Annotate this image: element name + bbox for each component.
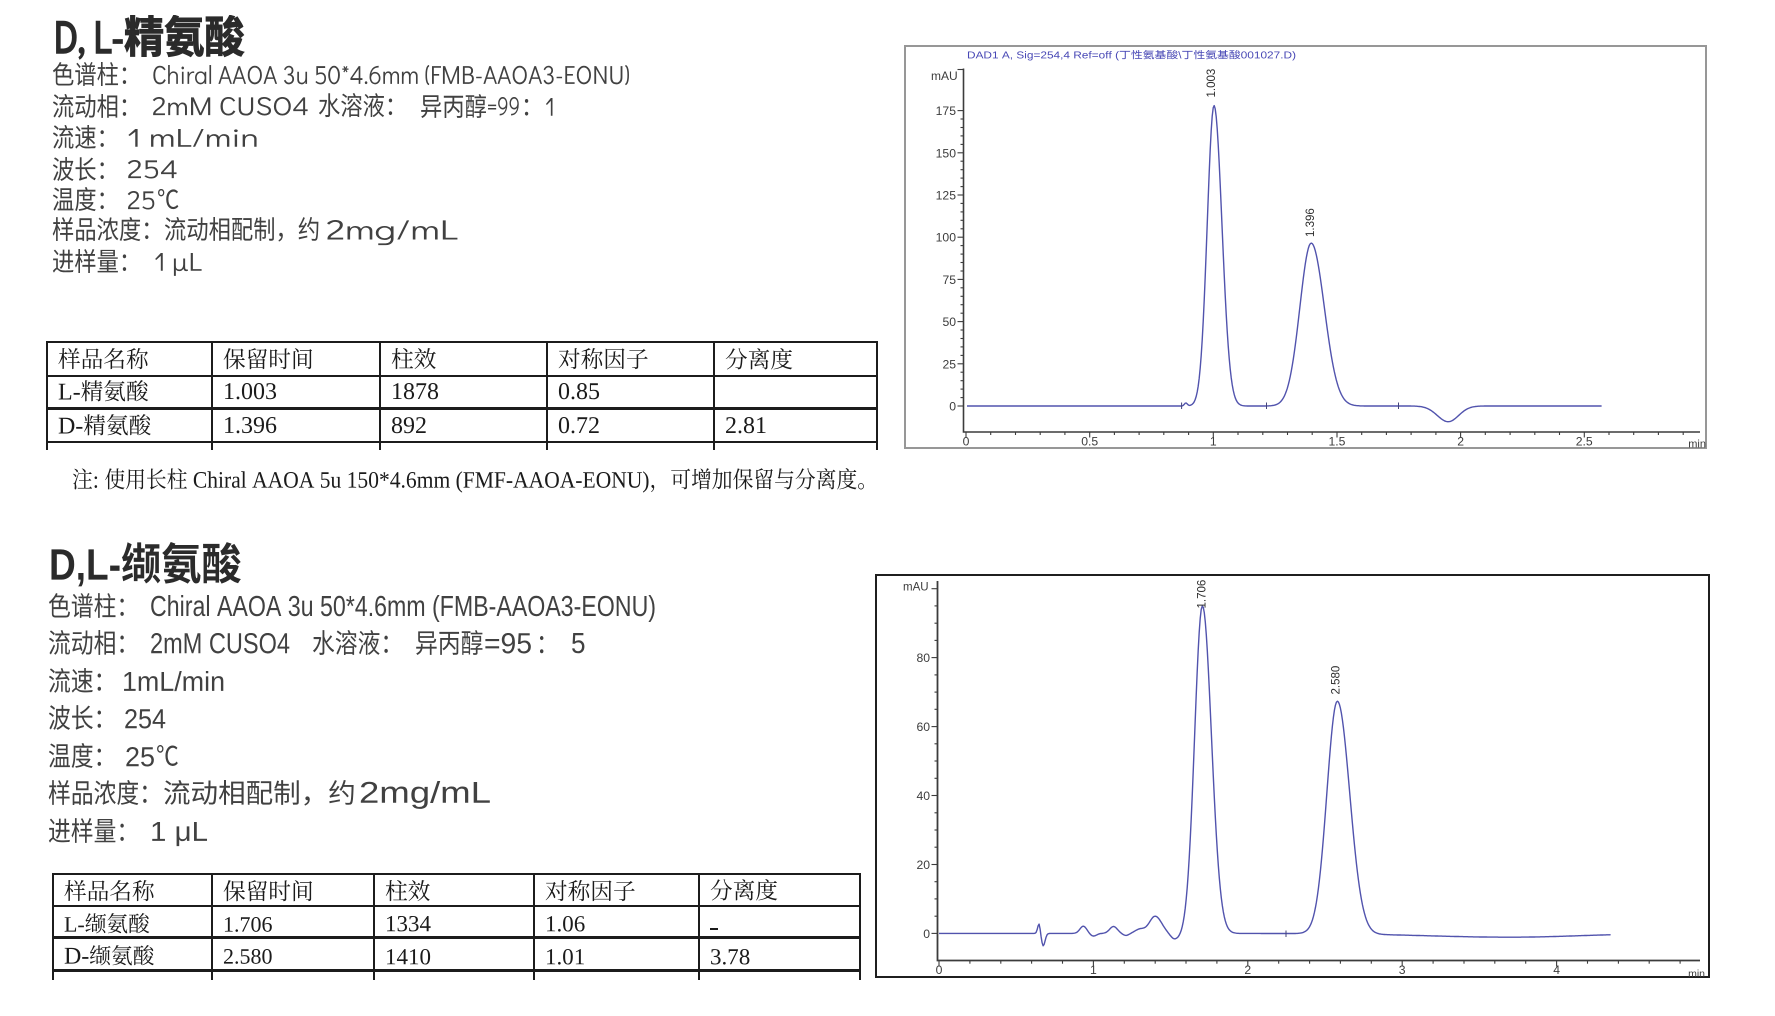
svg-text:0.5: 0.5: [1081, 434, 1098, 448]
svg-text:80: 80: [916, 651, 930, 665]
svg-text:1.5: 1.5: [1329, 434, 1346, 448]
svg-text:1: 1: [1210, 434, 1217, 448]
svg-text:min: min: [1688, 968, 1705, 978]
svg-text:2: 2: [1244, 963, 1251, 977]
svg-text:150: 150: [936, 146, 957, 160]
svg-text:0: 0: [936, 963, 943, 977]
svg-text:25: 25: [942, 357, 956, 371]
svg-text:2.580: 2.580: [1331, 666, 1343, 695]
svg-text:60: 60: [916, 720, 930, 734]
svg-text:40: 40: [916, 789, 930, 803]
svg-text:2: 2: [1457, 434, 1464, 448]
svg-text:100: 100: [936, 230, 957, 244]
svg-text:0: 0: [949, 399, 956, 413]
svg-text:1.396: 1.396: [1305, 208, 1317, 237]
svg-text:50: 50: [942, 315, 956, 329]
svg-text:4: 4: [1553, 963, 1560, 977]
svg-text:mAU: mAU: [903, 582, 929, 594]
svg-text:75: 75: [942, 272, 956, 286]
svg-text:1: 1: [1090, 963, 1097, 977]
svg-text:1.003: 1.003: [1206, 68, 1218, 97]
svg-text:min: min: [1688, 438, 1706, 449]
svg-text:175: 175: [936, 104, 957, 118]
svg-text:20: 20: [916, 858, 930, 872]
svg-text:1.706: 1.706: [1197, 580, 1209, 609]
svg-text:0: 0: [963, 434, 970, 448]
svg-text:mAU: mAU: [931, 69, 958, 83]
svg-text:2.5: 2.5: [1576, 434, 1593, 448]
svg-text:3: 3: [1399, 963, 1406, 977]
svg-text:0: 0: [923, 927, 930, 941]
svg-text:125: 125: [936, 188, 957, 202]
